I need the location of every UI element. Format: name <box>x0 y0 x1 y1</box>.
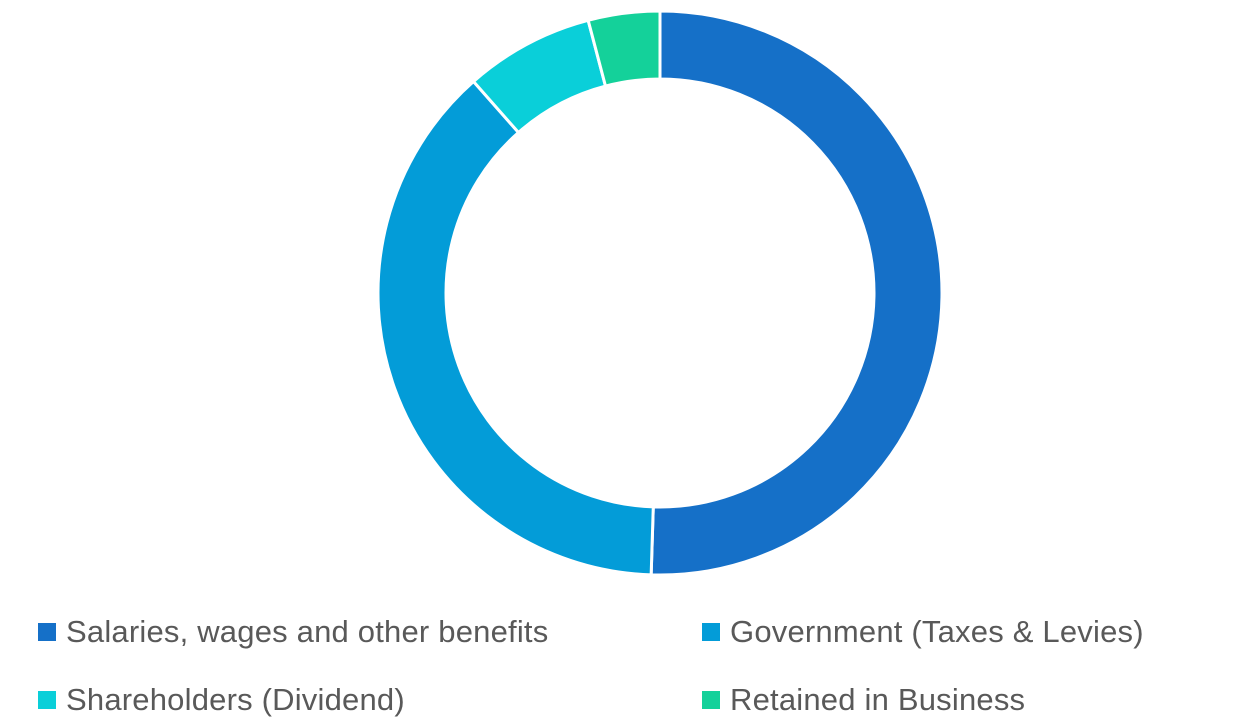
legend-item-salaries: Salaries, wages and other benefits <box>38 612 702 652</box>
donut-slice-salaries <box>649 9 944 577</box>
donut-slice-retained <box>586 9 662 88</box>
legend-swatch-shareholders <box>38 691 56 709</box>
legend-item-government: Government (Taxes & Levies) <box>702 612 1222 652</box>
donut-slice-government <box>376 79 655 577</box>
legend-swatch-retained <box>702 691 720 709</box>
legend-label-retained: Retained in Business <box>730 682 1026 717</box>
chart-legend: Salaries, wages and other benefits Gover… <box>38 612 1238 720</box>
legend-swatch-salaries <box>38 623 56 641</box>
donut-chart <box>376 9 944 577</box>
legend-label-government: Government (Taxes & Levies) <box>730 614 1144 649</box>
donut-slices <box>376 9 944 577</box>
legend-swatch-government <box>702 623 720 641</box>
legend-item-retained: Retained in Business <box>702 680 1222 720</box>
legend-item-shareholders: Shareholders (Dividend) <box>38 680 702 720</box>
legend-label-shareholders: Shareholders (Dividend) <box>66 682 405 717</box>
legend-label-salaries: Salaries, wages and other benefits <box>66 614 549 649</box>
